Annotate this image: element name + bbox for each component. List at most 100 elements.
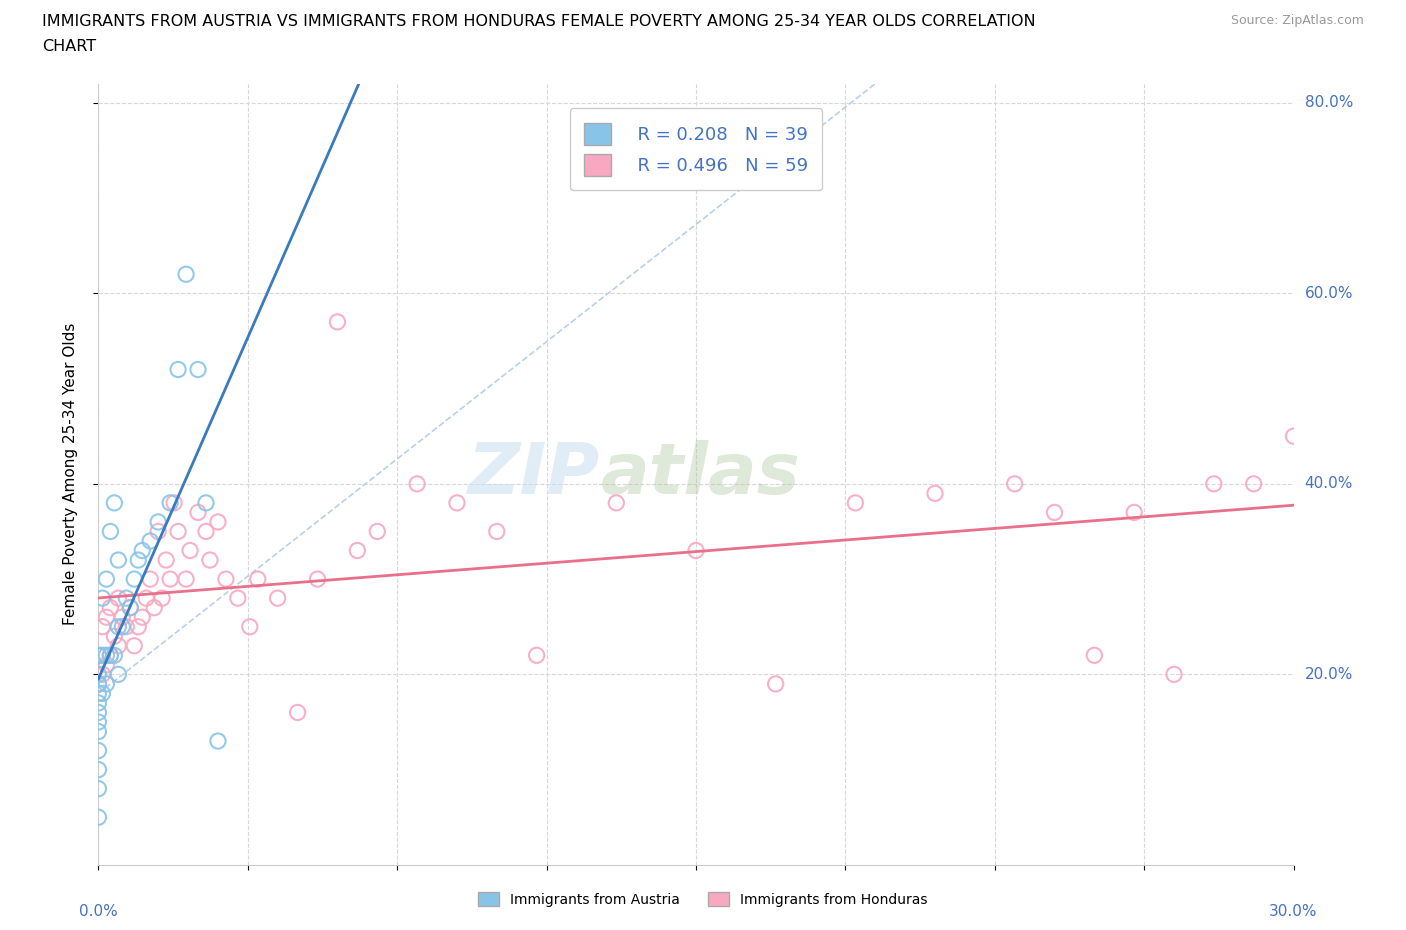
Legend:   R = 0.208   N = 39,   R = 0.496   N = 59: R = 0.208 N = 39, R = 0.496 N = 59 xyxy=(569,109,823,191)
Text: atlas: atlas xyxy=(600,440,800,509)
Point xyxy=(406,476,429,491)
Point xyxy=(139,572,162,587)
Point xyxy=(87,743,110,758)
Point xyxy=(187,505,209,520)
Point xyxy=(159,496,181,511)
Point xyxy=(195,496,218,511)
Point xyxy=(87,676,110,691)
Point xyxy=(307,572,329,587)
Point xyxy=(135,591,157,605)
Point xyxy=(91,591,114,605)
Point xyxy=(207,514,229,529)
Point xyxy=(155,552,177,567)
Point xyxy=(87,696,110,711)
Point xyxy=(107,591,129,605)
Point xyxy=(103,629,125,644)
Legend: Immigrants from Austria, Immigrants from Honduras: Immigrants from Austria, Immigrants from… xyxy=(471,885,935,914)
Point xyxy=(346,543,368,558)
Point xyxy=(446,496,468,511)
Point xyxy=(366,524,388,538)
Point xyxy=(685,543,707,558)
Y-axis label: Female Poverty Among 25-34 Year Olds: Female Poverty Among 25-34 Year Olds xyxy=(63,323,77,626)
Point xyxy=(115,619,138,634)
Point xyxy=(239,619,262,634)
Point xyxy=(174,267,197,282)
Point xyxy=(127,619,149,634)
Point xyxy=(924,485,946,500)
Point xyxy=(143,600,166,615)
Point xyxy=(96,676,118,691)
Point xyxy=(91,667,114,682)
Text: 30.0%: 30.0% xyxy=(1270,904,1317,919)
Point xyxy=(167,362,190,377)
Point xyxy=(107,667,129,682)
Point xyxy=(107,638,129,653)
Point xyxy=(526,648,548,663)
Point xyxy=(148,514,170,529)
Point xyxy=(87,724,110,739)
Point xyxy=(96,610,118,625)
Text: IMMIGRANTS FROM AUSTRIA VS IMMIGRANTS FROM HONDURAS FEMALE POVERTY AMONG 25-34 Y: IMMIGRANTS FROM AUSTRIA VS IMMIGRANTS FR… xyxy=(42,14,1036,29)
Point xyxy=(485,524,508,538)
Point xyxy=(96,572,118,587)
Point xyxy=(195,524,218,538)
Point xyxy=(1282,429,1305,444)
Point xyxy=(98,600,122,615)
Point xyxy=(96,658,118,672)
Point xyxy=(131,543,153,558)
Text: 60.0%: 60.0% xyxy=(1305,286,1353,300)
Text: ZIP: ZIP xyxy=(468,440,600,509)
Point xyxy=(87,686,110,701)
Point xyxy=(87,763,110,777)
Text: 80.0%: 80.0% xyxy=(1305,95,1353,111)
Point xyxy=(127,552,149,567)
Point xyxy=(111,610,134,625)
Point xyxy=(91,619,114,634)
Point xyxy=(120,600,142,615)
Point xyxy=(167,524,190,538)
Point xyxy=(103,648,125,663)
Point xyxy=(1004,476,1026,491)
Point xyxy=(87,781,110,796)
Point xyxy=(226,591,249,605)
Point xyxy=(87,714,110,729)
Point xyxy=(139,534,162,549)
Point xyxy=(150,591,173,605)
Point xyxy=(98,648,122,663)
Point xyxy=(215,572,238,587)
Point xyxy=(179,543,201,558)
Point xyxy=(174,572,197,587)
Point xyxy=(87,648,110,663)
Point xyxy=(87,705,110,720)
Point xyxy=(107,619,129,634)
Text: Source: ZipAtlas.com: Source: ZipAtlas.com xyxy=(1230,14,1364,27)
Point xyxy=(87,810,110,825)
Point xyxy=(107,552,129,567)
Point xyxy=(207,734,229,749)
Point xyxy=(96,648,118,663)
Point xyxy=(844,496,866,511)
Point xyxy=(267,591,290,605)
Point xyxy=(87,676,110,691)
Point xyxy=(98,524,122,538)
Point xyxy=(148,524,170,538)
Point xyxy=(91,648,114,663)
Point xyxy=(1243,476,1265,491)
Point xyxy=(1123,505,1146,520)
Point xyxy=(91,686,114,701)
Point xyxy=(1043,505,1066,520)
Text: CHART: CHART xyxy=(42,39,96,54)
Point xyxy=(87,667,110,682)
Text: 40.0%: 40.0% xyxy=(1305,476,1353,491)
Point xyxy=(163,496,186,511)
Point xyxy=(1083,648,1105,663)
Text: 0.0%: 0.0% xyxy=(79,904,118,919)
Point xyxy=(120,600,142,615)
Text: 20.0%: 20.0% xyxy=(1305,667,1353,682)
Point xyxy=(246,572,269,587)
Point xyxy=(124,638,146,653)
Point xyxy=(159,572,181,587)
Point xyxy=(103,496,125,511)
Point xyxy=(131,610,153,625)
Point xyxy=(287,705,309,720)
